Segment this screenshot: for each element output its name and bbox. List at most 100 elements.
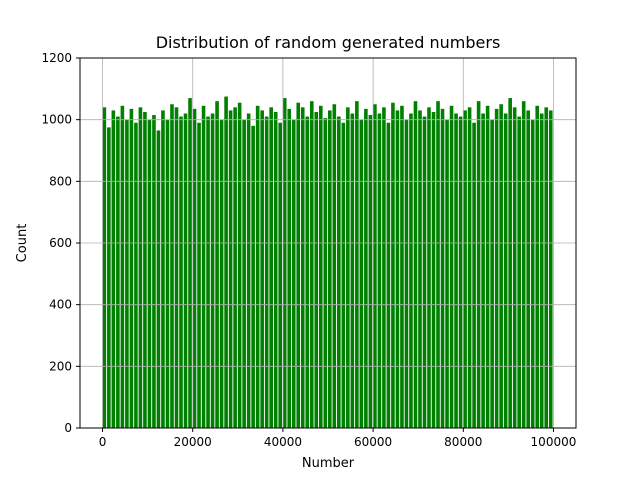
histogram-bar (170, 104, 174, 428)
histogram-bar (273, 111, 278, 429)
histogram-bar (508, 98, 512, 428)
y-tick-label: 200 (49, 359, 72, 373)
histogram-bar (120, 105, 125, 428)
histogram-bar (382, 107, 386, 428)
x-tick-label: 80000 (444, 435, 482, 449)
histogram-bar (548, 110, 553, 429)
histogram-bar (355, 101, 359, 429)
histogram-bar (309, 101, 314, 429)
histogram-bar (512, 107, 517, 428)
histogram-bar (287, 108, 292, 429)
histogram-bar (152, 115, 156, 428)
histogram-bar (368, 115, 373, 428)
histogram-bar (237, 102, 242, 429)
histogram-bar (228, 110, 233, 429)
histogram-bar (350, 113, 355, 428)
histogram-bar (125, 119, 129, 429)
histogram-bar (364, 108, 368, 429)
histogram-bar (174, 107, 179, 428)
histogram-bar (179, 116, 183, 428)
y-axis-ticks: 0 200 400 600 800 1000 1200 (41, 51, 80, 435)
x-axis-ticks: 0 20000 40000 60000 80000 100000 (99, 428, 577, 449)
histogram-bar (539, 113, 544, 428)
histogram-bar (296, 102, 301, 429)
histogram-bar (485, 105, 490, 428)
histogram-bar (373, 104, 377, 428)
histogram-bar (427, 107, 431, 428)
histogram-bar (449, 105, 454, 428)
y-tick-label: 1000 (41, 113, 72, 127)
histogram-bar (337, 116, 341, 428)
histogram-bar (206, 116, 210, 428)
histogram-bar (138, 107, 143, 428)
histogram-bar (391, 102, 395, 429)
histogram-bar (346, 107, 350, 428)
x-tick-label: 0 (99, 435, 107, 449)
histogram-bar (165, 119, 170, 429)
histogram-bar (318, 105, 323, 428)
histogram-bar (111, 110, 116, 429)
histogram-bar (233, 107, 237, 428)
histogram-bar (251, 125, 255, 428)
chart-title: Distribution of random generated numbers (156, 33, 501, 52)
histogram-bar (440, 108, 445, 429)
histogram-bar (129, 108, 134, 429)
histogram-bar (445, 119, 449, 429)
histogram-bar (409, 113, 413, 428)
histogram-bar (260, 110, 264, 429)
histogram-bar (278, 122, 283, 428)
histogram-bar (494, 108, 499, 429)
histogram-bar (395, 110, 400, 429)
histogram-bar (219, 119, 224, 429)
y-tick-label: 600 (49, 236, 72, 250)
histogram-bar (269, 107, 273, 428)
histogram-bar (503, 113, 508, 428)
histogram-bar (188, 98, 192, 428)
x-axis-label: Number (302, 456, 355, 471)
histogram-bar (201, 105, 206, 428)
y-axis-label: Count (15, 224, 30, 263)
histogram-bar (242, 119, 246, 429)
histogram-bar (323, 118, 328, 429)
histogram-bar (422, 116, 427, 428)
histogram-bar (454, 113, 458, 428)
y-tick-label: 0 (64, 421, 72, 435)
histogram-bar (458, 116, 463, 428)
x-tick-label: 60000 (354, 435, 392, 449)
bars-group (102, 96, 553, 429)
x-tick-label: 100000 (531, 435, 577, 449)
histogram-bar (107, 127, 111, 429)
histogram-bar (490, 119, 494, 429)
histogram-bar (332, 104, 337, 428)
grid-lines (80, 57, 576, 429)
histogram-bar (328, 110, 332, 429)
histogram-bar (143, 111, 147, 429)
histogram-bar (359, 119, 364, 429)
histogram-bar (282, 98, 287, 428)
histogram-bar (116, 116, 120, 428)
histogram-bar (215, 101, 219, 429)
histogram-bar (134, 122, 138, 428)
histogram-bar (499, 104, 503, 428)
y-tick-label: 400 (49, 298, 72, 312)
histogram-bar (291, 119, 296, 429)
histogram-bar (341, 122, 346, 428)
histogram-bar (517, 116, 521, 428)
histogram-bar (436, 101, 440, 429)
histogram-bar (264, 116, 269, 428)
histogram-bar (418, 110, 422, 429)
histogram-bar (476, 101, 481, 429)
histogram-bar (535, 105, 540, 428)
histogram-bar (467, 107, 472, 428)
histogram-bar (521, 101, 526, 429)
y-tick-label: 1200 (41, 51, 72, 65)
x-tick-label: 40000 (264, 435, 302, 449)
histogram-bar (102, 107, 107, 428)
histogram-bar (481, 113, 485, 428)
histogram-bar (413, 101, 418, 429)
histogram-bar (147, 119, 152, 429)
histogram-bar (161, 110, 165, 429)
histogram-bar (305, 116, 310, 428)
